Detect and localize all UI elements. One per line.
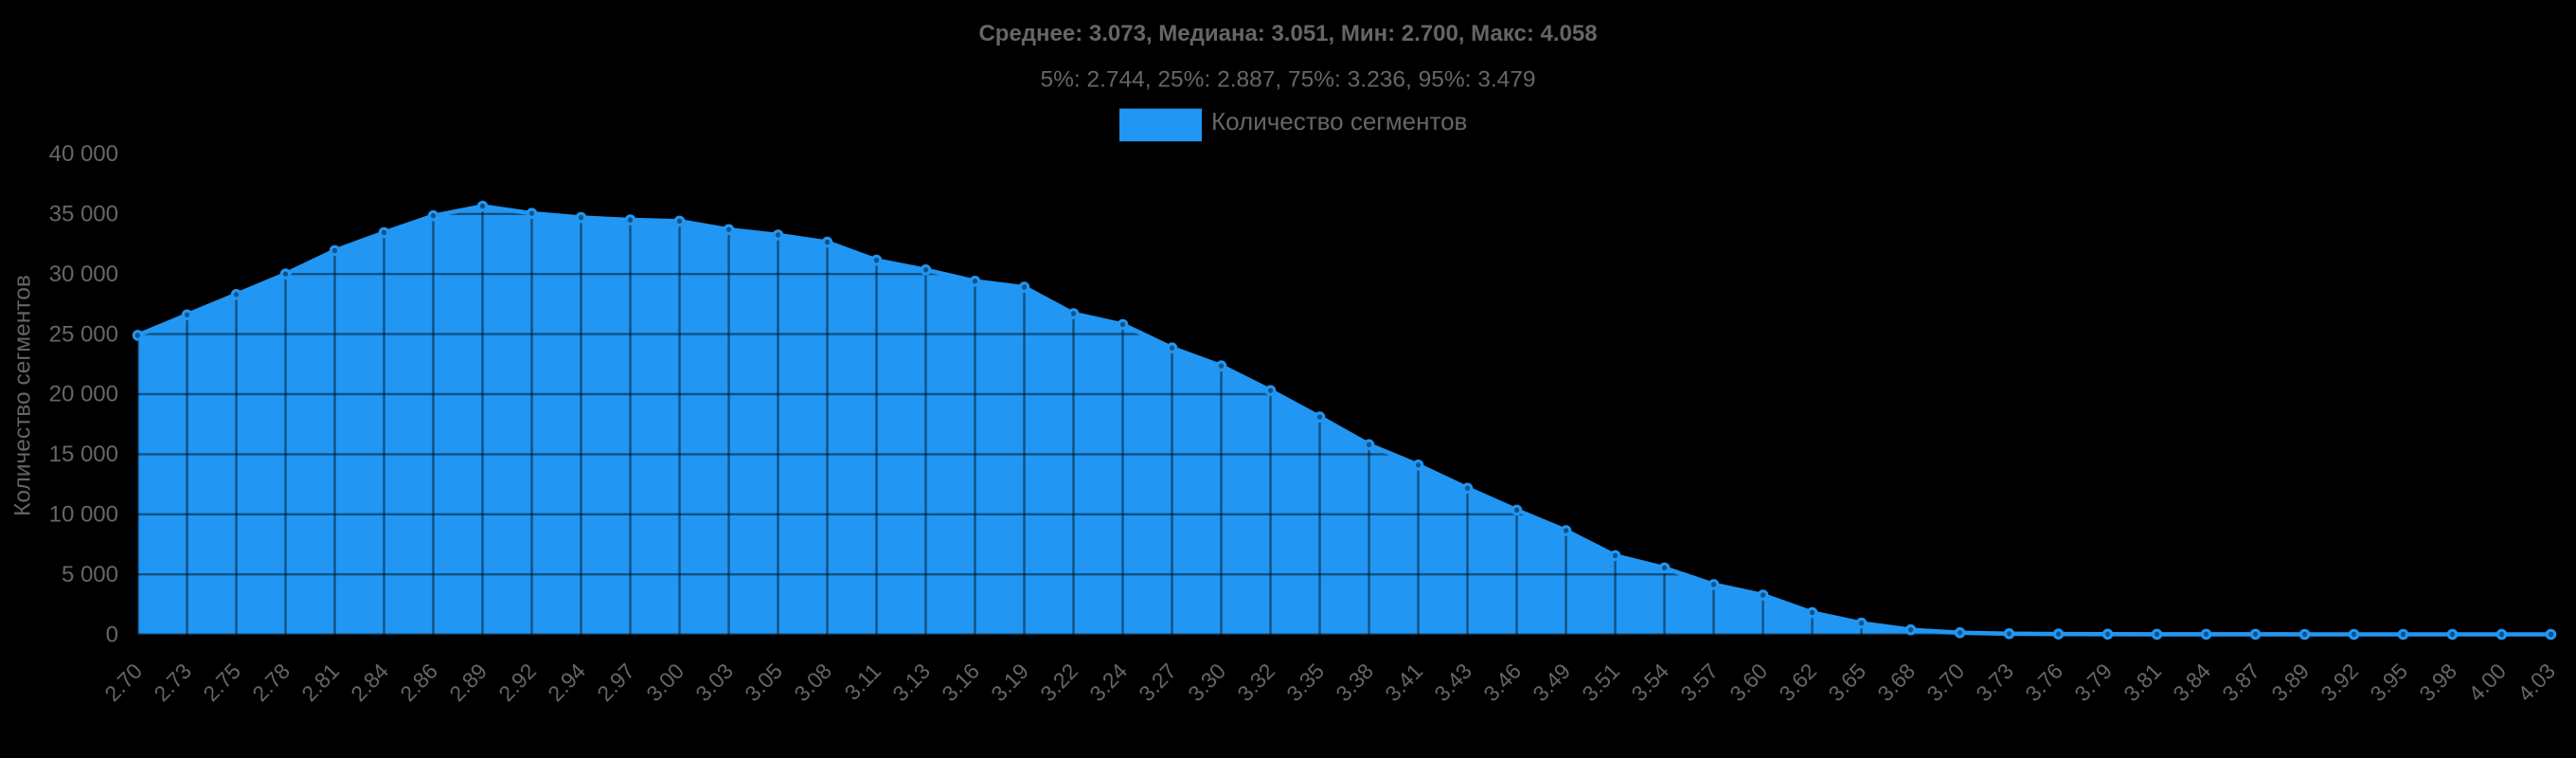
svg-text:30 000: 30 000: [49, 262, 118, 287]
svg-text:35 000: 35 000: [49, 202, 118, 227]
svg-text:20 000: 20 000: [49, 382, 118, 407]
svg-text:40 000: 40 000: [49, 141, 118, 167]
svg-text:Среднее: 3.073, Медиана: 3.051: Среднее: 3.073, Медиана: 3.051, Мин: 2.7…: [978, 21, 1597, 46]
svg-text:25 000: 25 000: [49, 321, 118, 347]
svg-text:10 000: 10 000: [49, 502, 118, 528]
svg-text:Количество сегментов: Количество сегментов: [10, 275, 36, 516]
svg-text:15 000: 15 000: [49, 442, 118, 467]
svg-text:5 000: 5 000: [62, 562, 118, 587]
svg-text:0: 0: [106, 622, 118, 647]
svg-text:Количество сегментов: Количество сегментов: [1211, 107, 1467, 135]
svg-text:5%: 2.744, 25%: 2.887, 75%: 3.: 5%: 2.744, 25%: 2.887, 75%: 3.236, 95%: …: [1040, 67, 1535, 93]
